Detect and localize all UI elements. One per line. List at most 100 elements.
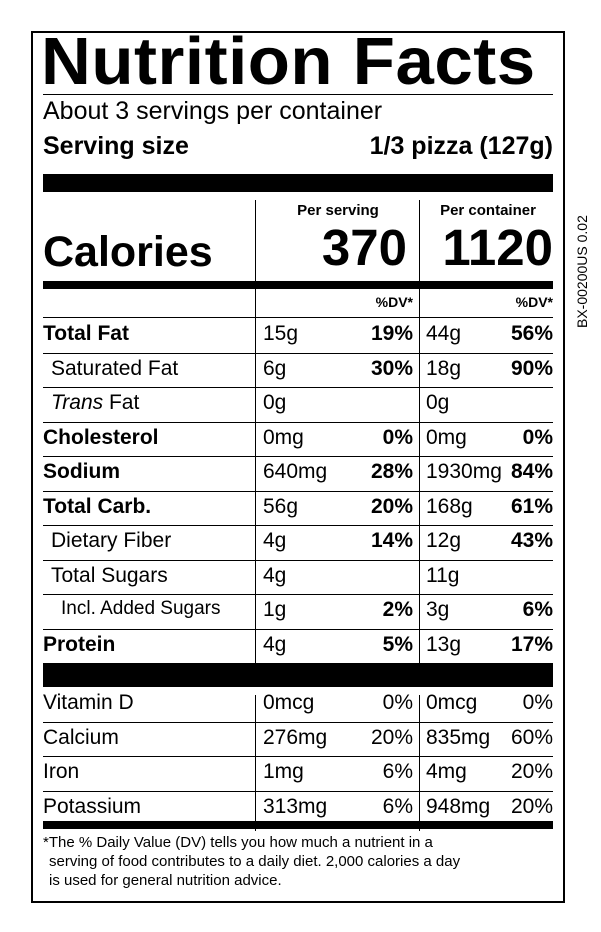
row-divider — [43, 525, 553, 526]
nutrient-serving-dv: 14% — [370, 529, 413, 552]
nutrient-serving-dv: 28% — [370, 460, 413, 483]
nutrient-row: Total Carb. 56g 20% 168g 61% — [43, 491, 553, 525]
nutrient-serving-amount: 1g — [263, 598, 287, 621]
nutrition-label: Nutrition Facts About 3 servings per con… — [31, 24, 565, 903]
footnote-line: *The % Daily Value (DV) tells you how mu… — [43, 834, 433, 851]
nutrient-name-italic: Trans — [51, 391, 104, 414]
vitamin-serving-dv: 6% — [382, 794, 413, 818]
nutrient-name: Protein — [43, 632, 116, 656]
nutrient-serving-dv: 30% — [370, 356, 413, 380]
row-divider — [43, 756, 553, 757]
vitamin-container-amount: 4mg — [426, 760, 467, 783]
row-divider — [43, 721, 553, 723]
vitamin-row: Iron 1mg 6% 4mg 20% — [43, 756, 553, 790]
nutrient-row: Total Fat 15g 19% 44g 56% — [43, 318, 553, 352]
nutrient-container-dv: 84% — [510, 460, 553, 483]
vitamin-name: Iron — [43, 760, 80, 783]
row-divider — [43, 456, 553, 457]
vitamin-row: Vitamin D 0mcg 0% 0mcg 0% — [43, 687, 553, 721]
row-divider — [43, 352, 553, 354]
nutrient-container-amount: 18g — [426, 356, 462, 380]
nutrient-name: Incl. Added Sugars — [61, 598, 221, 619]
row-divider — [43, 421, 553, 423]
footnote-line: serving of food contributes to a daily d… — [49, 853, 461, 870]
nutrient-container-amount: 11g — [426, 563, 460, 587]
title-divider — [43, 94, 553, 95]
nutrient-serving-amount: 640mg — [263, 460, 328, 483]
nutrient-container-amount: 12g — [426, 529, 462, 552]
vitamin-name: Vitamin D — [43, 691, 134, 714]
per-container-header: Per container — [440, 202, 536, 219]
serving-size-value: 1/3 pizza (127g) — [369, 132, 553, 160]
row-divider — [43, 490, 553, 492]
nutrient-row: Incl. Added Sugars 1g 2% 3g 6% — [43, 594, 553, 628]
nutrient-container-dv: 61% — [510, 494, 553, 518]
nutrient-container-dv: 0% — [522, 425, 553, 449]
nutrient-serving-amount: 4g — [263, 563, 287, 587]
thick-divider-footnote — [43, 821, 553, 829]
nutrient-container-amount: 3g — [426, 598, 450, 621]
nutrient-serving-dv: 5% — [382, 632, 413, 656]
per-serving-header: Per serving — [297, 202, 379, 219]
vitamin-serving-amount: 313mg — [263, 794, 328, 818]
vitamin-serving-amount: 276mg — [263, 725, 328, 749]
vitamin-serving-dv: 6% — [382, 760, 413, 783]
vitamin-serving-dv: 0% — [382, 691, 413, 714]
nutrient-row: Trans Fat 0g 0g — [43, 387, 553, 421]
product-code-text: BX-00200US 0.02 — [574, 215, 590, 328]
nutrition-label-body: Nutrition Facts About 3 servings per con… — [41, 24, 553, 901]
nutrient-name: Trans Fat — [51, 391, 139, 415]
nutrient-serving-amount: 0g — [263, 391, 287, 414]
nutrient-container-dv: 17% — [510, 632, 553, 656]
footnote: *The % Daily Value (DV) tells you how mu… — [43, 833, 553, 890]
nutrient-name: Total Sugars — [51, 563, 168, 587]
vitamin-row: Calcium 276mg 20% 835mg 60% — [43, 722, 553, 756]
servings-per-container: About 3 servings per container — [43, 97, 383, 125]
nutrient-name-rest: Fat — [103, 391, 140, 414]
footnote-line: is used for general nutrition advice. — [49, 872, 282, 889]
column-divider-1 — [255, 200, 256, 680]
nutrient-row: Saturated Fat 6g 30% 18g 90% — [43, 353, 553, 387]
row-divider — [43, 790, 553, 792]
nutrient-row: Cholesterol 0mg 0% 0mg 0% — [43, 422, 553, 456]
nutrient-container-dv: 6% — [522, 598, 553, 621]
nutrient-name: Saturated Fat — [51, 356, 179, 380]
row-divider — [43, 559, 553, 561]
nutrient-container-amount: 0g — [426, 391, 450, 414]
calories-per-serving: 370 — [321, 219, 407, 276]
vitamin-container-amount: 0mcg — [426, 691, 478, 714]
nutrient-row: Protein 4g 5% 13g 17% — [43, 629, 553, 663]
nutrient-serving-dv: 0% — [382, 425, 413, 449]
nutrient-container-amount: 168g — [426, 494, 473, 518]
calories-label: Calories — [43, 228, 213, 276]
vitamin-serving-amount: 1mg — [263, 760, 304, 783]
vitamin-row: Potassium 313mg 6% 948mg 20% — [43, 791, 553, 825]
row-divider — [43, 387, 553, 388]
dv-header-serving: %DV* — [375, 294, 413, 310]
nutrient-serving-amount: 4g — [263, 529, 287, 552]
nutrient-container-dv: 90% — [510, 356, 553, 380]
nutrient-container-amount: 13g — [426, 632, 462, 656]
vitamin-container-amount: 835mg — [426, 725, 491, 749]
column-divider-2 — [419, 200, 420, 680]
row-divider — [43, 317, 553, 318]
nutrient-serving-dv: 20% — [370, 494, 413, 518]
nutrient-name: Total Fat — [43, 322, 129, 345]
nutrient-serving-amount: 6g — [263, 356, 287, 380]
product-code: BX-00200US 0.02 — [568, 178, 598, 328]
thick-divider-vitamins — [43, 663, 553, 687]
vitamin-container-dv: 20% — [510, 794, 553, 818]
nutrient-row: Sodium 640mg 28% 1930mg 84% — [43, 456, 553, 490]
vitamin-name: Calcium — [43, 725, 119, 749]
nutrient-row: Total Sugars 4g 11g — [43, 560, 553, 594]
calories-per-container: 1120 — [442, 219, 553, 276]
column-divider-1-vitamins — [255, 695, 256, 831]
vitamin-container-amount: 948mg — [426, 794, 491, 818]
vitamin-serving-amount: 0mcg — [263, 691, 315, 714]
nutrient-name: Dietary Fiber — [51, 529, 172, 552]
nutrient-container-amount: 1930mg — [426, 460, 502, 483]
row-divider — [43, 594, 553, 595]
vitamin-container-dv: 0% — [522, 691, 553, 714]
nutrient-name: Sodium — [43, 460, 120, 483]
nutrient-container-dv: 43% — [510, 529, 553, 552]
